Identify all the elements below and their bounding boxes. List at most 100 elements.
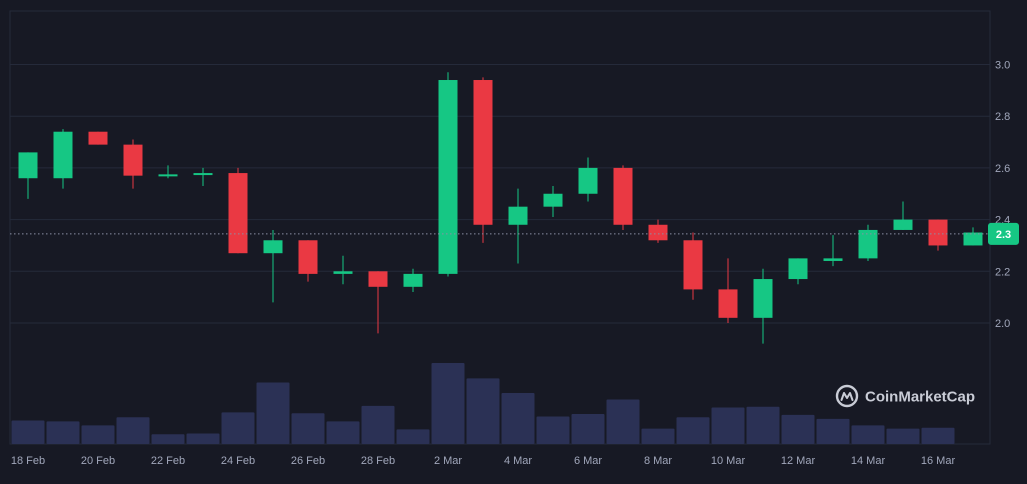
candle-up — [823, 235, 843, 267]
candle-down — [928, 219, 948, 251]
candle-up — [403, 268, 423, 292]
candle-body — [858, 229, 878, 259]
x-tick-label: 10 Mar — [711, 455, 746, 467]
x-tick-label: 28 Feb — [361, 455, 395, 467]
volume-bar — [256, 382, 290, 444]
x-tick-label: 16 Mar — [921, 455, 956, 467]
candle-body — [298, 240, 318, 274]
candle-down — [683, 232, 703, 300]
candle-body — [123, 144, 143, 176]
volume-bar — [746, 406, 780, 444]
x-tick-label: 12 Mar — [781, 455, 816, 467]
volume-bar — [886, 428, 920, 444]
candle-body — [648, 224, 668, 241]
volume-bar — [11, 420, 45, 444]
candle-body — [718, 289, 738, 318]
candle-down — [613, 165, 633, 230]
candle-body — [823, 258, 843, 261]
volume-bar — [641, 428, 675, 444]
candle-body — [88, 131, 108, 145]
brand-watermark: CoinMarketCap — [835, 384, 975, 408]
candle-body — [613, 167, 633, 225]
volume-bar — [536, 416, 570, 444]
grid-layer — [9, 10, 991, 445]
x-tick-label: 18 Feb — [11, 455, 45, 467]
plot-frame — [9, 10, 991, 445]
volume-bar — [851, 425, 885, 444]
current-price-label: 2.3 — [996, 229, 1011, 241]
volume-bar — [711, 407, 745, 444]
candle-body — [193, 173, 213, 176]
y-tick-label: 2.8 — [995, 111, 1010, 123]
candle-body — [263, 240, 283, 254]
candle-body — [473, 80, 493, 225]
volume-bar — [921, 427, 955, 444]
y-tick-label: 3.0 — [995, 60, 1010, 72]
candle-body — [893, 219, 913, 230]
candle-up — [263, 229, 283, 303]
x-tick-label: 14 Mar — [851, 455, 886, 467]
x-tick-label: 2 Mar — [434, 455, 462, 467]
candle-body — [53, 131, 73, 179]
y-tick-label: 2.2 — [995, 266, 1010, 278]
x-axis: 18 Feb 20 Feb 22 Feb 24 Feb 26 Feb 28 Feb 2 Ma… — [11, 455, 956, 467]
brand-name: CoinMarketCap — [865, 389, 975, 406]
candle-up — [858, 224, 878, 261]
candle-down — [648, 219, 668, 243]
y-axis: 2.02.22.42.62.83.0 — [995, 60, 1010, 331]
candle-up — [333, 255, 353, 285]
volume-bar — [466, 378, 500, 444]
volume-bar — [46, 421, 80, 444]
volume-bar — [501, 392, 535, 444]
volume-bar — [151, 434, 185, 444]
candle-up — [788, 258, 808, 285]
x-tick-label: 26 Feb — [291, 455, 325, 467]
candle-body — [788, 258, 808, 280]
x-tick-label: 20 Feb — [81, 455, 115, 467]
y-tick-label: 2.6 — [995, 163, 1010, 175]
volume-layer — [11, 363, 955, 444]
volume-bar — [676, 417, 710, 444]
y-tick-label: 2.0 — [995, 318, 1010, 330]
candle-body — [753, 279, 773, 318]
candle-body — [158, 174, 178, 177]
candle-body — [928, 219, 948, 246]
candle-up — [543, 185, 563, 218]
current-price-indicator: 2.3 — [10, 222, 1019, 245]
x-tick-label: 24 Feb — [221, 455, 255, 467]
candle-body — [403, 273, 423, 287]
candle-up — [578, 157, 598, 202]
current-price-tag — [988, 222, 1019, 245]
candle-down — [298, 240, 318, 282]
candle-up — [508, 188, 528, 264]
candle-body — [18, 152, 38, 179]
candle-body — [578, 167, 598, 194]
volume-bar — [116, 417, 150, 444]
x-tick-label: 4 Mar — [504, 455, 532, 467]
candle-body — [508, 206, 528, 225]
candle-up — [753, 268, 773, 344]
candle-up — [158, 165, 178, 179]
volume-bar — [571, 414, 605, 444]
x-tick-label: 22 Feb — [151, 455, 185, 467]
candle-body — [333, 271, 353, 274]
candle-body — [683, 240, 703, 290]
candle-up — [893, 201, 913, 230]
candle-down — [368, 271, 388, 334]
candle-body — [543, 193, 563, 207]
volume-bar — [221, 412, 255, 444]
candle-body — [963, 232, 983, 246]
volume-bar — [291, 413, 325, 444]
candle-up — [18, 152, 38, 199]
coinmarketcap-logo-icon — [835, 384, 859, 408]
candle-down — [473, 77, 493, 243]
volume-bar — [396, 429, 430, 444]
candle-body — [438, 80, 458, 274]
candle-down — [228, 167, 248, 254]
candle-down — [123, 139, 143, 189]
volume-bar — [326, 421, 360, 444]
candle-layer — [18, 72, 983, 344]
candle-up — [963, 227, 983, 246]
